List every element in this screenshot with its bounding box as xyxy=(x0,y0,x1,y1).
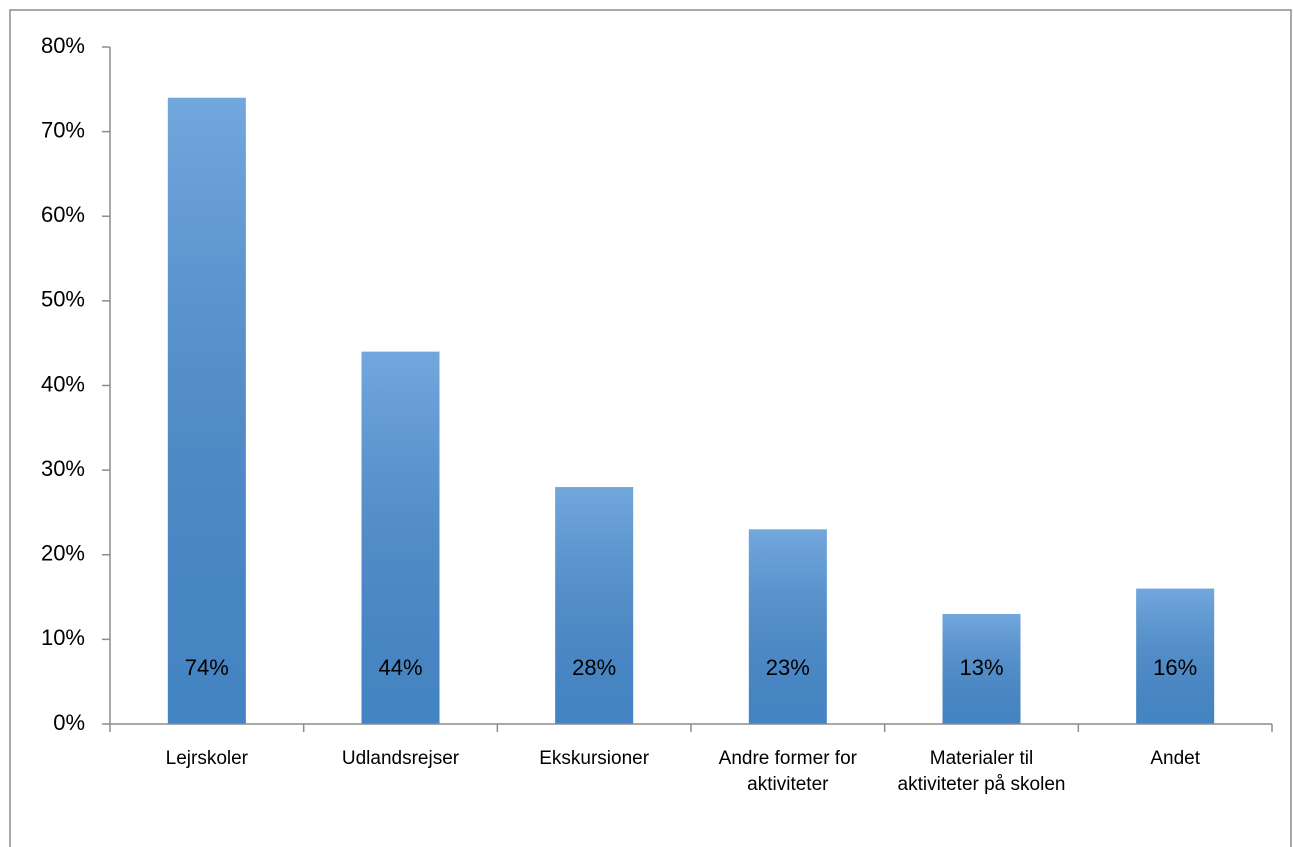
y-tick-label: 10% xyxy=(41,625,85,650)
bar-shade xyxy=(1136,588,1215,724)
bar-shade xyxy=(167,97,246,724)
y-tick-label: 30% xyxy=(41,456,85,481)
bar-shade xyxy=(942,613,1021,724)
y-tick-label: 60% xyxy=(41,202,85,227)
y-tick-label: 70% xyxy=(41,117,85,142)
x-tick-label: Ekskursioner xyxy=(539,748,650,769)
x-tick-label: Andet xyxy=(1150,748,1200,769)
x-tick-label: Andre former for aktiviteter xyxy=(718,748,857,795)
chart-border xyxy=(9,9,1292,847)
x-tick-label: Materialer til aktiviteter på skolen xyxy=(897,748,1066,795)
bar-shade xyxy=(555,487,634,724)
value-label: 74% xyxy=(185,655,229,680)
x-tick-label: Lejrskoler xyxy=(165,748,249,769)
x-tick-label: Udlandsrejser xyxy=(341,748,460,769)
y-tick-label: 50% xyxy=(41,287,85,312)
y-tick-label: 40% xyxy=(41,371,85,396)
bar-shade xyxy=(361,351,440,724)
value-label: 13% xyxy=(959,655,1003,680)
bar-shade xyxy=(748,529,827,724)
y-tick-label: 80% xyxy=(41,33,85,58)
value-label: 44% xyxy=(378,655,422,680)
value-label: 16% xyxy=(1153,655,1197,680)
y-tick-label: 0% xyxy=(53,710,85,735)
value-label: 28% xyxy=(572,655,616,680)
y-tick-label: 20% xyxy=(41,541,85,566)
value-label: 23% xyxy=(766,655,810,680)
